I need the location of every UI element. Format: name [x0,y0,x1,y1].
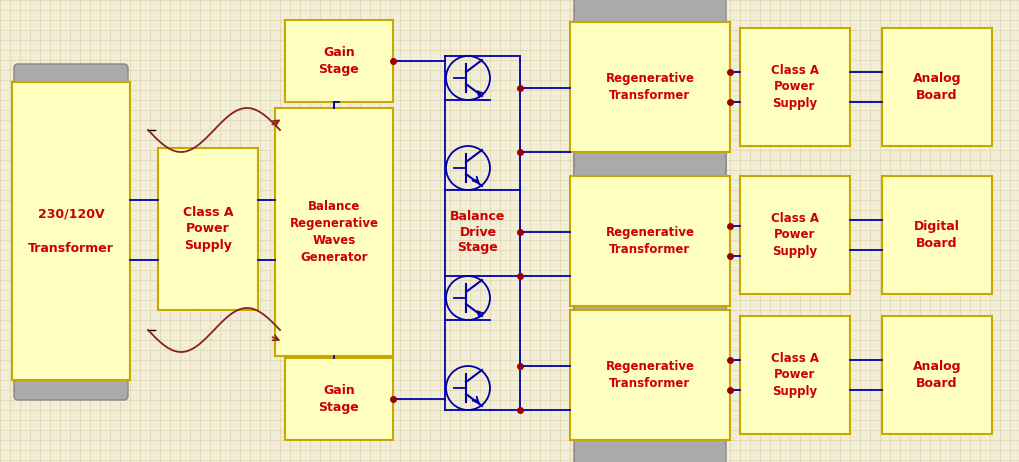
FancyBboxPatch shape [570,176,730,306]
FancyBboxPatch shape [574,278,726,324]
Text: Class A
Power
Supply: Class A Power Supply [770,212,818,259]
Text: Regenerative
Transformer: Regenerative Transformer [605,226,694,256]
Text: Analog
Board: Analog Board [912,72,960,102]
FancyBboxPatch shape [739,28,849,146]
Text: Class A
Power
Supply: Class A Power Supply [182,206,233,253]
Text: Class A
Power
Supply: Class A Power Supply [770,352,818,399]
Text: Digital
Board: Digital Board [913,220,959,250]
FancyBboxPatch shape [574,138,726,184]
FancyBboxPatch shape [574,144,726,190]
Text: Class A
Power
Supply: Class A Power Supply [770,63,818,110]
FancyBboxPatch shape [14,348,127,400]
Text: Gain
Stage: Gain Stage [318,46,359,76]
Text: Regenerative
Transformer: Regenerative Transformer [605,360,694,390]
FancyBboxPatch shape [881,28,991,146]
Text: Gain
Stage: Gain Stage [318,384,359,414]
FancyBboxPatch shape [284,358,392,440]
Text: Balance
Drive
Stage: Balance Drive Stage [449,211,505,254]
FancyBboxPatch shape [275,108,392,356]
FancyBboxPatch shape [739,176,849,294]
Text: Regenerative
Transformer: Regenerative Transformer [605,72,694,102]
FancyBboxPatch shape [158,148,258,310]
FancyBboxPatch shape [881,176,991,294]
FancyBboxPatch shape [284,20,392,102]
FancyBboxPatch shape [14,64,127,116]
FancyBboxPatch shape [574,426,726,462]
Text: Analog
Board: Analog Board [912,360,960,390]
FancyBboxPatch shape [574,292,726,338]
FancyBboxPatch shape [574,0,726,36]
Text: 230/120V

Transformer: 230/120V Transformer [29,207,114,255]
FancyBboxPatch shape [570,22,730,152]
Text: Balance
Regenerative
Waves
Generator: Balance Regenerative Waves Generator [289,200,378,264]
FancyBboxPatch shape [739,316,849,434]
FancyBboxPatch shape [12,82,129,380]
FancyBboxPatch shape [570,310,730,440]
FancyBboxPatch shape [881,316,991,434]
